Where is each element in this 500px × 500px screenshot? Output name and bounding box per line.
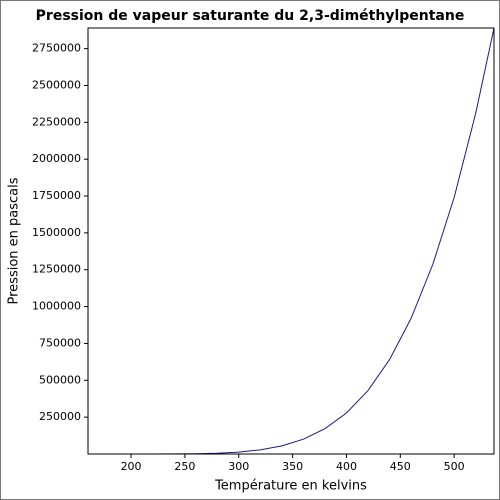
y-tick-label: 2750000 [32,42,81,55]
x-tick-label: 400 [336,460,357,473]
x-tick-label: 500 [444,460,465,473]
x-tick-label: 200 [121,460,142,473]
x-axis-label: Température en kelvins [214,479,367,494]
y-axis-label: Pression en pascals [7,177,22,304]
y-tick-label: 2500000 [32,78,81,91]
y-tick-label: 1250000 [32,263,81,276]
x-tick-label: 350 [282,460,303,473]
y-tick-label: 2250000 [32,115,81,128]
x-tick-label: 250 [174,460,195,473]
x-tick-label: 450 [390,460,411,473]
y-tick-label: 750000 [39,336,81,349]
plot-frame [87,27,495,455]
y-tick-label: 1750000 [32,189,81,202]
y-tick-label: 2000000 [32,152,81,165]
y-tick-label: 1500000 [32,226,81,239]
y-tick-label: 1000000 [32,300,81,313]
chart-title: Pression de vapeur saturante du 2,3-dimé… [36,8,465,24]
x-tick-label: 300 [228,460,249,473]
y-tick-label: 250000 [39,410,81,423]
y-tick-label: 500000 [39,373,81,386]
